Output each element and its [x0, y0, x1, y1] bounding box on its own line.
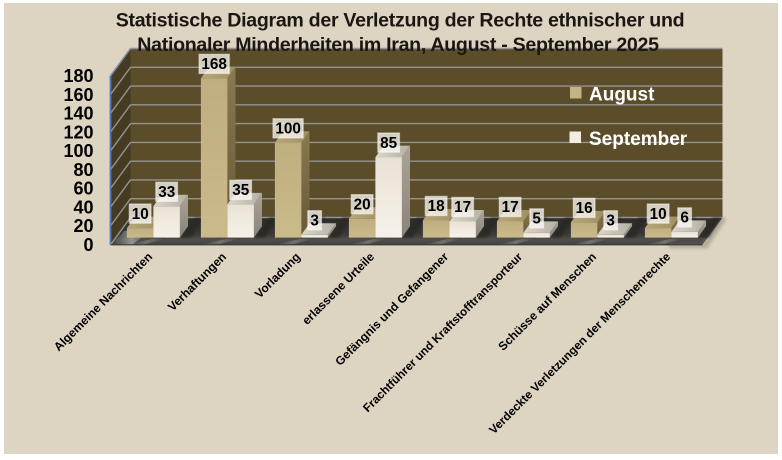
- svg-text:3: 3: [310, 213, 319, 230]
- svg-text:Statistische Diagram der Verle: Statistische Diagram der Verletzung der …: [116, 10, 685, 32]
- svg-text:10: 10: [650, 206, 667, 223]
- svg-text:20: 20: [354, 196, 371, 213]
- svg-text:3: 3: [606, 213, 615, 230]
- svg-text:80: 80: [73, 160, 93, 180]
- svg-text:10: 10: [132, 206, 149, 223]
- svg-text:168: 168: [201, 56, 227, 73]
- svg-text:35: 35: [232, 182, 250, 199]
- svg-text:160: 160: [63, 85, 93, 105]
- svg-text:180: 180: [63, 66, 93, 86]
- svg-text:6: 6: [680, 210, 689, 227]
- svg-text:100: 100: [63, 141, 93, 161]
- svg-text:17: 17: [454, 199, 471, 216]
- svg-text:40: 40: [73, 197, 93, 217]
- svg-text:5: 5: [532, 211, 541, 228]
- svg-text:20: 20: [73, 216, 93, 236]
- svg-text:16: 16: [576, 200, 593, 217]
- svg-text:17: 17: [502, 199, 519, 216]
- svg-text:100: 100: [275, 121, 301, 138]
- svg-text:33: 33: [158, 184, 175, 201]
- svg-text:September: September: [589, 129, 688, 150]
- svg-text:Nationaler Minderheiten im Ira: Nationaler Minderheiten im Iran, August …: [137, 34, 659, 56]
- svg-text:August: August: [589, 85, 655, 106]
- svg-text:18: 18: [428, 198, 446, 215]
- svg-text:120: 120: [63, 122, 93, 142]
- svg-text:85: 85: [380, 135, 398, 152]
- svg-text:0: 0: [83, 235, 93, 255]
- svg-text:60: 60: [73, 179, 93, 199]
- svg-text:140: 140: [63, 104, 93, 124]
